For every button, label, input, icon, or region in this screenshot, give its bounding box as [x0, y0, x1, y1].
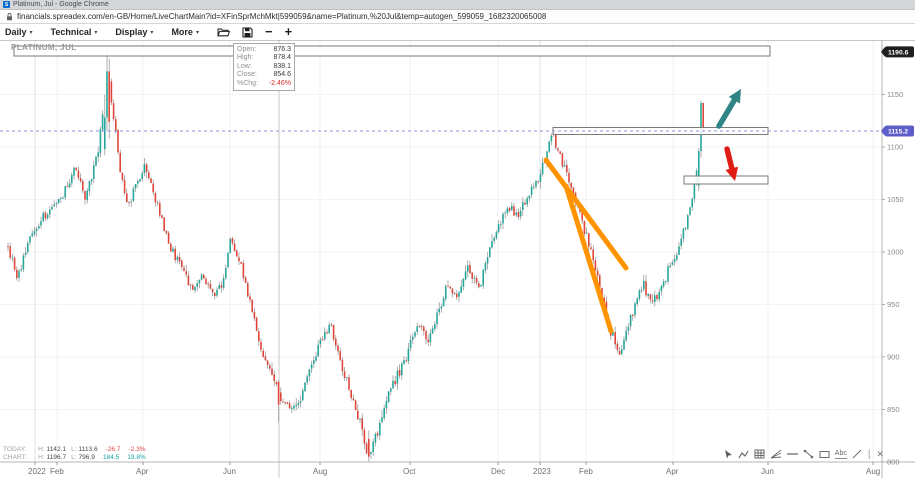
svg-text:1100: 1100: [887, 142, 903, 151]
toolbar-separator: |: [867, 448, 871, 460]
zoom-in-icon[interactable]: +: [284, 24, 293, 39]
chart-change-pct: 19.8%: [127, 454, 146, 461]
price-range-box: [683, 175, 769, 185]
text-tool-icon[interactable]: Abc: [834, 449, 847, 459]
today-change: -26.7: [105, 446, 121, 453]
svg-text:Aug: Aug: [313, 467, 327, 476]
chevron-down-icon: ▾: [195, 29, 199, 36]
padlock-icon: [6, 12, 13, 21]
zoom-out-icon[interactable]: −: [264, 24, 273, 39]
menu-more[interactable]: More ▾: [171, 27, 199, 37]
fibonacci-grid-tool-icon[interactable]: [754, 449, 765, 459]
window-titlebar: S Platinum, Jul - Google Chrome: [0, 0, 915, 10]
tooltip-high-row: High: 878.4: [237, 54, 291, 62]
tooltip-change-row: %Chg: -2.46%: [237, 79, 291, 87]
tooltip-close-row: Close: 854.6: [237, 71, 291, 79]
svg-text:950: 950: [887, 300, 900, 309]
svg-text:Feb: Feb: [50, 467, 64, 476]
menu-display[interactable]: Display ▾: [115, 27, 154, 37]
svg-text:1190.6: 1190.6: [888, 49, 909, 56]
menu-daily[interactable]: Daily ▾: [5, 27, 33, 37]
svg-text:Apr: Apr: [136, 467, 149, 476]
chart-menubar: Daily ▾ Technical ▾ Display ▾ More ▾ − +: [0, 24, 915, 40]
instrument-label: PLATINUM, JUL: [11, 43, 77, 52]
fan-lines-tool-icon[interactable]: [770, 449, 782, 459]
trend-line: [543, 157, 629, 271]
line-tool-icon[interactable]: [852, 449, 862, 459]
svg-text:Apr: Apr: [666, 467, 679, 476]
svg-text:Aug: Aug: [866, 467, 880, 476]
url-text[interactable]: financials.spreadex.com/en-GB/Home/LiveC…: [17, 12, 547, 21]
svg-text:1050: 1050: [887, 195, 904, 204]
svg-text:Dec: Dec: [491, 467, 505, 476]
up-arrow: [728, 89, 741, 104]
svg-text:800: 800: [887, 457, 900, 466]
polyline-tool-icon[interactable]: [738, 450, 749, 459]
price-axis: 1150 1100 1050 1000 950 900 850 800: [882, 90, 904, 466]
spreadex-favicon: S: [3, 1, 10, 8]
chevron-down-icon: ▾: [29, 29, 33, 36]
price-tag: 1190.6: [881, 46, 914, 58]
grid-layer: [0, 40, 882, 463]
svg-text:900: 900: [887, 352, 900, 361]
price-tag: 1115.2: [881, 125, 914, 137]
price-range-box: [13, 45, 771, 57]
today-stats-row: TODAY: H: 1142.1 L: 1113.6 -26.7 -2.3%: [3, 446, 146, 453]
svg-text:1115.2: 1115.2: [888, 129, 908, 136]
drawing-toolbar: Abc | ✕: [719, 447, 884, 461]
today-change-pct: -2.3%: [128, 446, 146, 453]
svg-text:1150: 1150: [887, 90, 903, 99]
pointer-tool-icon[interactable]: [724, 449, 733, 459]
chart-change: 184.5: [102, 454, 120, 461]
svg-text:Jun: Jun: [761, 467, 774, 476]
svg-text:Jun: Jun: [223, 467, 236, 476]
rectangle-tool-icon[interactable]: [819, 450, 830, 459]
tooltip-open-row: Open: 876.3: [237, 46, 291, 53]
svg-text:850: 850: [887, 405, 900, 414]
chevron-down-icon: ▾: [150, 29, 154, 36]
down-arrow: [725, 166, 739, 181]
svg-text:Feb: Feb: [579, 467, 593, 476]
ohlc-tooltip: Open: 876.3 High: 878.4 Low: 838.1 Close…: [233, 43, 295, 92]
window-title: Platinum, Jul - Google Chrome: [13, 1, 109, 8]
svg-text:1000: 1000: [887, 247, 904, 256]
time-axis: 2022 Feb Apr Jun Aug Oct Dec 2023 Feb Apr Jun Aug: [28, 462, 880, 476]
trend-line-tool-icon[interactable]: [803, 449, 814, 459]
trend-line: [563, 183, 614, 334]
tooltip-low-row: Low: 838.1: [237, 62, 291, 70]
horizontal-line-tool-icon[interactable]: [786, 452, 798, 456]
annotations-layer: [0, 45, 882, 334]
chart-stats-row: CHART: H: 1196.7 L: 796.9 184.5 19.8%: [3, 454, 146, 461]
candles-layer: [7, 45, 704, 462]
svg-text:Oct: Oct: [403, 467, 416, 476]
save-icon[interactable]: [242, 26, 253, 38]
menu-technical[interactable]: Technical ▾: [50, 27, 98, 37]
address-bar[interactable]: financials.spreadex.com/en-GB/Home/LiveC…: [0, 10, 915, 24]
session-stats: TODAY: H: 1142.1 L: 1113.6 -26.7 -2.3% CHA…: [3, 446, 146, 462]
svg-text:2022: 2022: [28, 467, 46, 476]
chevron-down-icon: ▾: [94, 29, 98, 36]
svg-text:2023: 2023: [533, 467, 551, 476]
open-folder-icon[interactable]: [217, 27, 230, 37]
delete-drawing-icon[interactable]: ✕: [876, 448, 884, 459]
